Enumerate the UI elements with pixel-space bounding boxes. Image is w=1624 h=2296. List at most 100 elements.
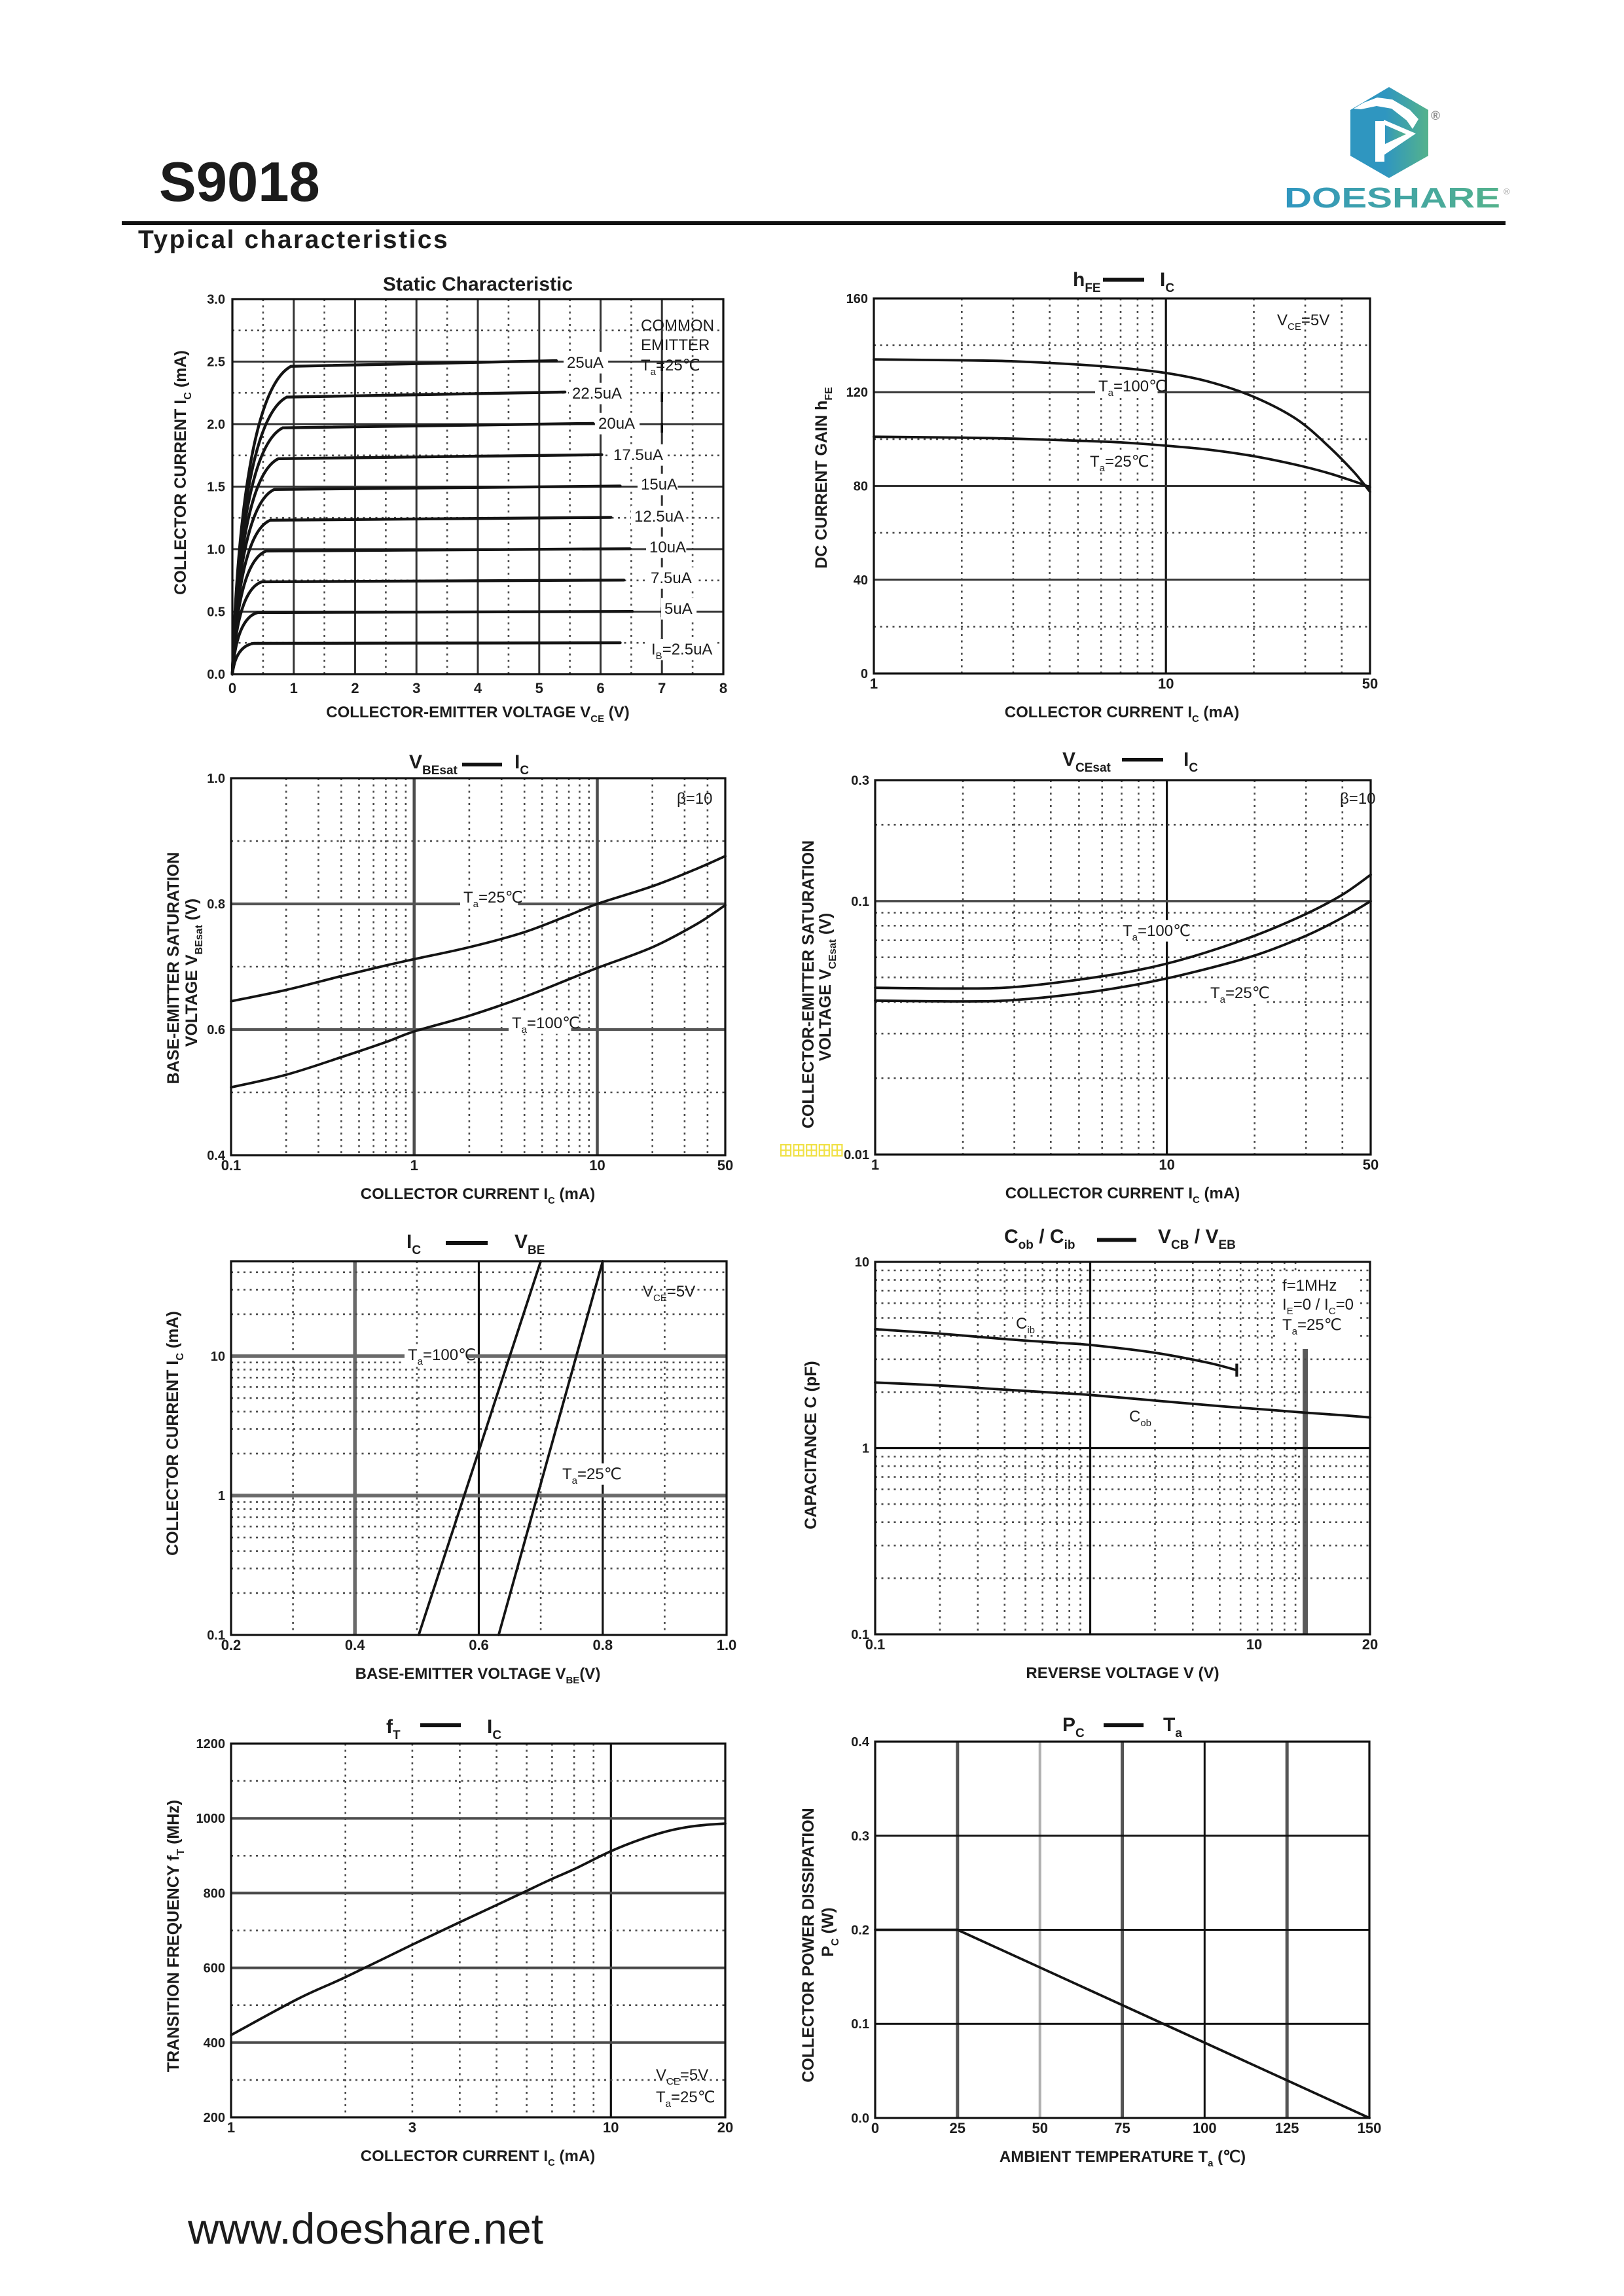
svg-text:COLLECTOR CURRENT IC​ (mA): COLLECTOR CURRENT IC​ (mA) [164, 1311, 186, 1556]
svg-text:800: 800 [204, 1886, 225, 1901]
svg-text:VBE​: VBE​ [514, 1231, 545, 1257]
svg-text:0.8: 0.8 [207, 897, 225, 912]
svg-text:Static Characteristic: Static Characteristic [383, 274, 573, 295]
svg-text:10: 10 [1158, 675, 1174, 692]
svg-text:®: ® [1504, 187, 1510, 196]
svg-text:20: 20 [1362, 1636, 1378, 1653]
svg-text:Cob​: Cob​ [1129, 1408, 1151, 1429]
svg-text:0.1: 0.1 [851, 1628, 869, 1642]
svg-text:4: 4 [474, 680, 482, 696]
svg-text:40: 40 [854, 573, 868, 588]
svg-text:1200: 1200 [196, 1737, 226, 1751]
svg-text:COLLECTOR-EMITTER VOLTAGE V: COLLECTOR-EMITTER VOLTAGE VCE​ (V) [326, 704, 630, 725]
svg-text:50: 50 [1363, 1157, 1379, 1173]
svg-text:BASE-EMITTER VOLTAGE VBE​(: BASE-EMITTER VOLTAGE VBE​(V) [355, 1665, 601, 1686]
svg-text:2: 2 [351, 680, 359, 696]
svg-text:PC​ (W): PC​ (W) [819, 1907, 841, 1956]
svg-text:Ta​=100℃: Ta​=100℃ [1098, 378, 1166, 399]
svg-text:10uA: 10uA [649, 539, 686, 556]
svg-text:®: ® [1431, 109, 1440, 123]
svg-text:VBEsat​: VBEsat​ [409, 751, 458, 778]
svg-text:VCE​=5V: VCE​=5V [656, 2066, 708, 2087]
svg-text:10: 10 [855, 1255, 869, 1270]
svg-text:20uA: 20uA [598, 415, 635, 433]
svg-text:Cib​: Cib​ [1016, 1315, 1035, 1336]
svg-text:12.5uA: 12.5uA [634, 508, 684, 526]
svg-text:0.2: 0.2 [221, 1637, 242, 1653]
svg-text:1: 1 [227, 2119, 235, 2136]
svg-text:DOESHARE: DOESHARE [1284, 182, 1500, 214]
svg-text:150: 150 [1358, 2120, 1382, 2136]
svg-text:3.0: 3.0 [207, 293, 225, 307]
svg-text:0.4: 0.4 [345, 1637, 365, 1653]
svg-text:0.0: 0.0 [207, 668, 225, 682]
svg-text:CAPACITANCE C (pF): CAPACITANCE C (pF) [802, 1361, 820, 1529]
svg-text:Ta​=25℃: Ta​=25℃ [1282, 1316, 1342, 1337]
svg-text:COLLECTOR CURRENT IC​ (: COLLECTOR CURRENT IC​ (mA) [171, 350, 194, 595]
svg-text:VOLTAGE VBEsat​ (V): VOLTAGE VBEsat​ (V) [183, 899, 205, 1047]
svg-text:VCE​=5V: VCE​=5V [643, 1283, 695, 1304]
svg-text:1: 1 [871, 1157, 879, 1173]
svg-text:COLLECTOR CURRENT IC​ (m: COLLECTOR CURRENT IC​ (mA) [361, 1185, 595, 1206]
svg-text:IC​: IC​ [1183, 749, 1198, 775]
svg-text:0.1: 0.1 [865, 1636, 886, 1653]
svg-text:Ta​=100℃: Ta​=100℃ [512, 1014, 580, 1035]
svg-text:Cob​ / Cib​: Cob​ / Cib​ [1004, 1226, 1075, 1252]
svg-text:DC CURRENT GAIN hFE​: DC CURRENT GAIN hFE​ [812, 387, 835, 569]
svg-text:COLLECTOR-EMITTER SATURATION: COLLECTOR-EMITTER SATURATION [799, 840, 818, 1128]
svg-text:1: 1 [290, 680, 298, 696]
svg-text:VOLTAGE VCEsat​ (V): VOLTAGE VCEsat​ (V) [816, 913, 839, 1061]
svg-text:0.5: 0.5 [207, 605, 225, 620]
svg-text:VCE​=5V: VCE​=5V [1277, 312, 1329, 332]
svg-text:2.5: 2.5 [207, 355, 225, 370]
svg-text:PC​: PC​ [1062, 1714, 1085, 1740]
svg-text:Typical characteristics: Typical characteristics [138, 226, 449, 254]
svg-text:Ta​=25℃: Ta​=25℃ [463, 889, 523, 910]
svg-text:IC​: IC​ [406, 1231, 421, 1257]
svg-text:0: 0 [871, 2120, 879, 2136]
svg-text:2.0: 2.0 [207, 418, 225, 432]
svg-text:1.5: 1.5 [207, 480, 225, 495]
svg-text:0.6: 0.6 [469, 1637, 489, 1653]
svg-text:0.1: 0.1 [851, 895, 869, 909]
svg-text:Ta​: Ta​ [1163, 1714, 1182, 1740]
svg-text:COLLECTOR CURRENT IC​ (m: COLLECTOR CURRENT IC​ (mA) [1005, 704, 1239, 725]
svg-text:50: 50 [1362, 675, 1378, 692]
svg-text:hFE​: hFE​ [1073, 269, 1101, 295]
svg-text:10: 10 [1246, 1636, 1262, 1653]
svg-text:Ta​=25℃: Ta​=25℃ [1090, 453, 1149, 474]
svg-text:fT​: fT​ [386, 1716, 401, 1742]
svg-text:Ta​=100℃: Ta​=100℃ [1123, 922, 1191, 943]
svg-text:Ta​=25℃: Ta​=25℃ [562, 1465, 622, 1486]
svg-text:0.1: 0.1 [221, 1157, 242, 1174]
svg-text:6: 6 [596, 680, 604, 696]
svg-text:IC​: IC​ [487, 1716, 501, 1742]
svg-text:0.8: 0.8 [593, 1637, 613, 1653]
svg-text:10: 10 [603, 2119, 619, 2136]
svg-text:Ta​=100℃: Ta​=100℃ [408, 1346, 476, 1367]
svg-text:20: 20 [717, 2119, 733, 2136]
svg-text:0.2: 0.2 [851, 1924, 869, 1938]
svg-text:10: 10 [211, 1350, 225, 1364]
svg-text:0.01: 0.01 [844, 1148, 869, 1162]
svg-text:1.0: 1.0 [207, 772, 225, 786]
svg-text:200: 200 [204, 2111, 225, 2125]
svg-text:BASE-EMITTER SATURATION: BASE-EMITTER SATURATION [164, 852, 183, 1085]
svg-text:0: 0 [861, 667, 868, 681]
svg-text:17.5uA: 17.5uA [613, 446, 663, 464]
svg-text:AMBIENT TEMPERATURE Ta​: AMBIENT TEMPERATURE Ta​ (℃) [1000, 2148, 1246, 2169]
svg-text:0.1: 0.1 [207, 1628, 225, 1643]
svg-text:160: 160 [846, 292, 868, 306]
svg-text:S9018: S9018 [159, 151, 320, 213]
svg-text:120: 120 [846, 386, 868, 400]
svg-text:22.5uA: 22.5uA [572, 385, 622, 403]
svg-text:1: 1 [218, 1489, 225, 1503]
svg-text:Ta​=25℃: Ta​=25℃ [641, 357, 700, 378]
svg-text:VCEsat​: VCEsat​ [1062, 749, 1111, 775]
svg-text:3: 3 [412, 680, 420, 696]
svg-text:β=10: β=10 [1340, 790, 1376, 808]
svg-text:0.3: 0.3 [851, 1829, 869, 1844]
svg-text:EMITTER: EMITTER [641, 336, 710, 354]
svg-text:400: 400 [204, 2036, 225, 2051]
svg-text:Ta​=25℃: Ta​=25℃ [656, 2089, 715, 2109]
